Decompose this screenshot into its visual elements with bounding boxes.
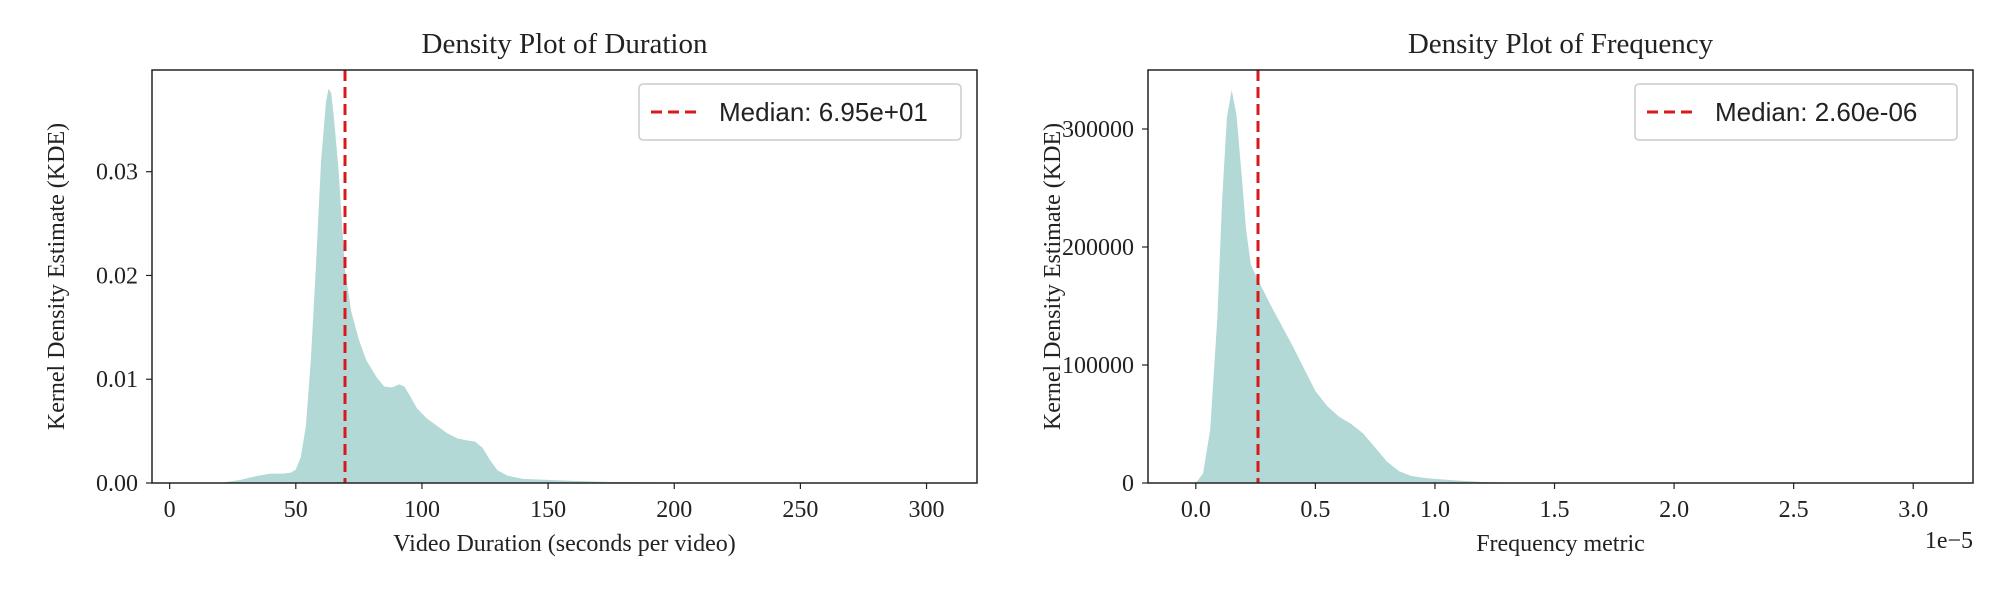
legend-median-label: Median: 6.95e+01 (719, 97, 928, 127)
x-axis-offset-label: 1e−5 (1925, 528, 1973, 554)
x-tick-label: 250 (782, 497, 818, 523)
y-axis-label: Kernel Density Estimate (KDE) (44, 123, 70, 430)
x-tick-label: 0.5 (1300, 497, 1330, 523)
x-tick-label: 2.5 (1779, 497, 1809, 523)
x-axis-label: Video Duration (seconds per video) (393, 531, 735, 557)
legend-box (1634, 83, 1958, 141)
x-tick-label: 100 (404, 497, 440, 523)
x-tick-label: 0.0 (1181, 497, 1211, 523)
chart-panel-1: 0 50 100 150 200 250 300 0.00 0.01 0.02 0.03 Densit… (44, 28, 978, 557)
x-tick-label: 1.5 (1540, 497, 1570, 523)
chart-title: Density Plot of Frequency (1408, 28, 1714, 60)
chart-title: Density Plot of Duration (422, 28, 708, 60)
legend-median-label: Median: 2.60e-06 (1715, 97, 1917, 127)
x-tick-label: 2.0 (1659, 497, 1689, 523)
x-tick-label: 300 (909, 497, 945, 523)
y-tick-label: 100000 (1062, 353, 1134, 379)
kde-area-1 (220, 88, 927, 484)
legend: Median: 2.60e-06 (1634, 83, 1958, 141)
x-tick-label: 150 (530, 497, 566, 523)
y-tick-label: 300000 (1062, 117, 1134, 143)
axes-frame (1147, 69, 1974, 484)
x-tick-label: 3.0 (1898, 497, 1928, 523)
x-axis-label: Frequency metric (1476, 531, 1645, 557)
y-tick-label: 0.02 (96, 263, 138, 289)
x-tick-label: 200 (656, 497, 692, 523)
kde-area-1 (1195, 90, 1938, 483)
legend: Median: 6.95e+01 (638, 83, 962, 141)
y-tick-label: 0.03 (96, 160, 138, 186)
x-tick-label: 0 (164, 497, 176, 523)
y-tick-label: 0.00 (96, 471, 138, 497)
y-tick-label: 0.01 (96, 367, 138, 393)
chart-panel-2: 0.0 0.5 1.0 1.5 2.0 2.5 3.0 0 100000 200000 300000… (1040, 28, 1974, 557)
x-tick-label: 1.0 (1420, 497, 1450, 523)
legend-box (638, 83, 962, 141)
x-tick-label: 50 (284, 497, 308, 523)
y-tick-label: 200000 (1062, 235, 1134, 261)
axes-frame (151, 69, 978, 484)
y-tick-label: 0 (1122, 471, 1134, 497)
y-axis-label: Kernel Density Estimate (KDE) (1040, 123, 1066, 430)
